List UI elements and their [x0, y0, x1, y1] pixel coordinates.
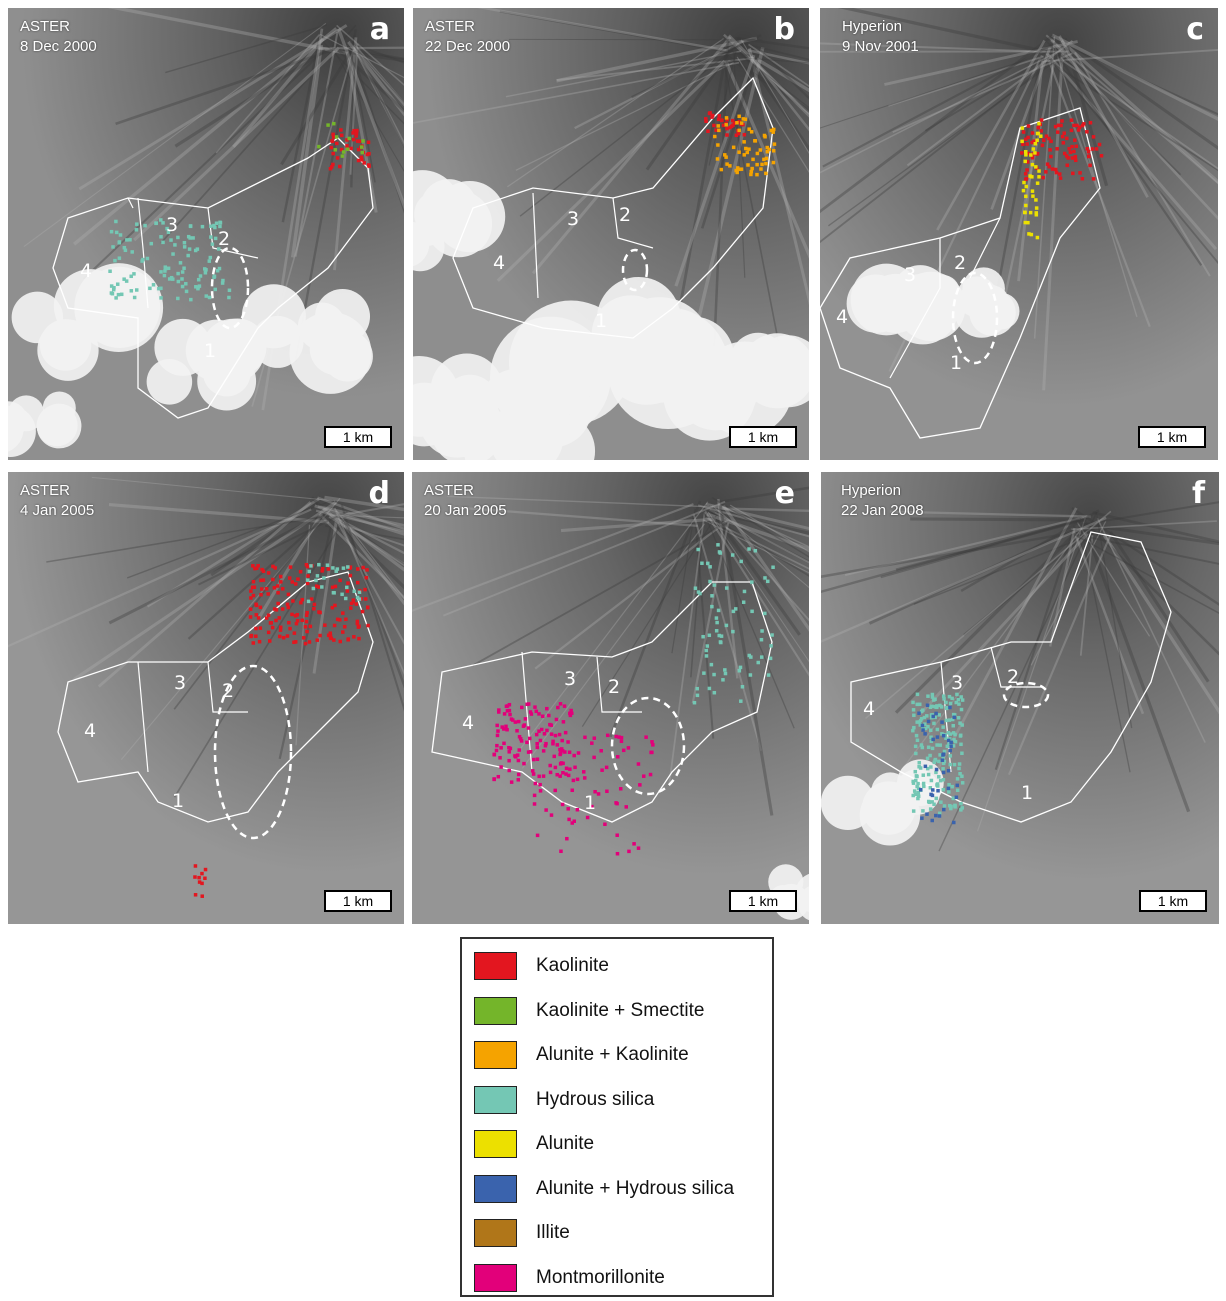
map-panel-d: ASTER 4 Jan 2005 d 1 2 3 4 1 km — [8, 472, 404, 924]
panel-letter: c — [1186, 12, 1204, 47]
legend-label: Montmorillonite — [536, 1267, 665, 1288]
date-label: 4 Jan 2005 — [20, 502, 95, 519]
panel-letter: b — [773, 12, 795, 47]
scale-bar: 1 km — [729, 426, 797, 448]
map-panel-e: ASTER 20 Jan 2005 e 1 2 3 4 1 km — [412, 472, 809, 924]
satellite-image-b — [413, 8, 809, 460]
date-label: 8 Dec 2000 — [20, 38, 97, 55]
date-label: 22 Jan 2008 — [841, 502, 924, 519]
zone-label-1: 1 — [950, 352, 963, 374]
legend-label: Alunite + Kaolinite — [536, 1044, 689, 1065]
zone-label-1: 1 — [595, 310, 608, 332]
legend-swatch — [474, 997, 517, 1025]
satellite-image-a — [8, 8, 404, 460]
legend-label: Illite — [536, 1222, 570, 1243]
zone-label-2: 2 — [619, 204, 632, 226]
date-label: 9 Nov 2001 — [842, 38, 919, 55]
panel-letter: a — [369, 12, 390, 47]
zone-label-1: 1 — [204, 340, 217, 362]
zone-label-2: 2 — [608, 676, 621, 698]
panel-letter: f — [1191, 476, 1205, 511]
zone-label-3: 3 — [174, 672, 187, 694]
zone-label-4: 4 — [84, 720, 97, 742]
scale-bar: 1 km — [1139, 890, 1207, 912]
satellite-image-f — [821, 472, 1219, 924]
zone-label-2: 2 — [222, 680, 235, 702]
map-panel-f: Hyperion 22 Jan 2008 f 1 2 3 4 1 km — [821, 472, 1219, 924]
zone-label-2: 2 — [218, 228, 231, 250]
legend-label: Alunite + Hydrous silica — [536, 1178, 735, 1199]
legend-swatch — [474, 1041, 517, 1069]
scale-bar: 1 km — [729, 890, 797, 912]
sensor-label: ASTER — [20, 18, 71, 35]
zone-label-2: 2 — [1007, 666, 1020, 688]
map-panel-a: ASTER 8 Dec 2000 a 1 2 3 4 1 km — [8, 8, 404, 460]
legend-swatch — [474, 1219, 517, 1247]
legend-swatch — [474, 1086, 517, 1114]
scale-bar: 1 km — [324, 890, 392, 912]
scale-bar: 1 km — [324, 426, 392, 448]
mineral-legend: Kaolinite Kaolinite + Smectite Alunite +… — [460, 937, 774, 1297]
zone-label-4: 4 — [462, 712, 475, 734]
sensor-label: ASTER — [424, 482, 475, 499]
satellite-image-d — [8, 472, 404, 924]
legend-label: Hydrous silica — [536, 1089, 655, 1110]
legend-swatch — [474, 1175, 517, 1203]
zone-label-3: 3 — [567, 208, 580, 230]
zone-label-3: 3 — [904, 264, 917, 286]
legend-swatch — [474, 952, 517, 980]
zone-label-4: 4 — [863, 698, 876, 720]
date-label: 20 Jan 2005 — [424, 502, 507, 519]
zone-label-3: 3 — [166, 214, 179, 236]
sensor-label: ASTER — [20, 482, 71, 499]
panel-letter: e — [774, 476, 795, 511]
legend-swatch — [474, 1264, 517, 1292]
zone-label-1: 1 — [172, 790, 185, 812]
zone-label-4: 4 — [80, 260, 93, 282]
zone-label-4: 4 — [836, 306, 849, 328]
map-panel-b: ASTER 22 Dec 2000 b 1 2 3 4 1 km — [413, 8, 809, 460]
sensor-label: Hyperion — [842, 18, 903, 35]
sensor-label: Hyperion — [841, 482, 902, 499]
legend-label: Alunite — [536, 1133, 595, 1154]
sensor-label: ASTER — [425, 18, 476, 35]
satellite-image-c — [820, 8, 1218, 460]
satellite-image-e — [412, 472, 809, 924]
map-panel-c: Hyperion 9 Nov 2001 c 1 2 3 4 1 km — [820, 8, 1218, 460]
scale-bar: 1 km — [1138, 426, 1206, 448]
legend-label: Kaolinite + Smectite — [536, 1000, 705, 1021]
panel-letter: d — [368, 476, 390, 511]
legend-label: Kaolinite — [536, 955, 609, 976]
date-label: 22 Dec 2000 — [425, 38, 511, 55]
zone-label-4: 4 — [493, 252, 506, 274]
zone-label-1: 1 — [584, 792, 597, 814]
zone-label-1: 1 — [1021, 782, 1034, 804]
zone-label-3: 3 — [564, 668, 577, 690]
legend-swatch — [474, 1130, 517, 1158]
zone-label-3: 3 — [951, 672, 964, 694]
zone-label-2: 2 — [954, 252, 967, 274]
